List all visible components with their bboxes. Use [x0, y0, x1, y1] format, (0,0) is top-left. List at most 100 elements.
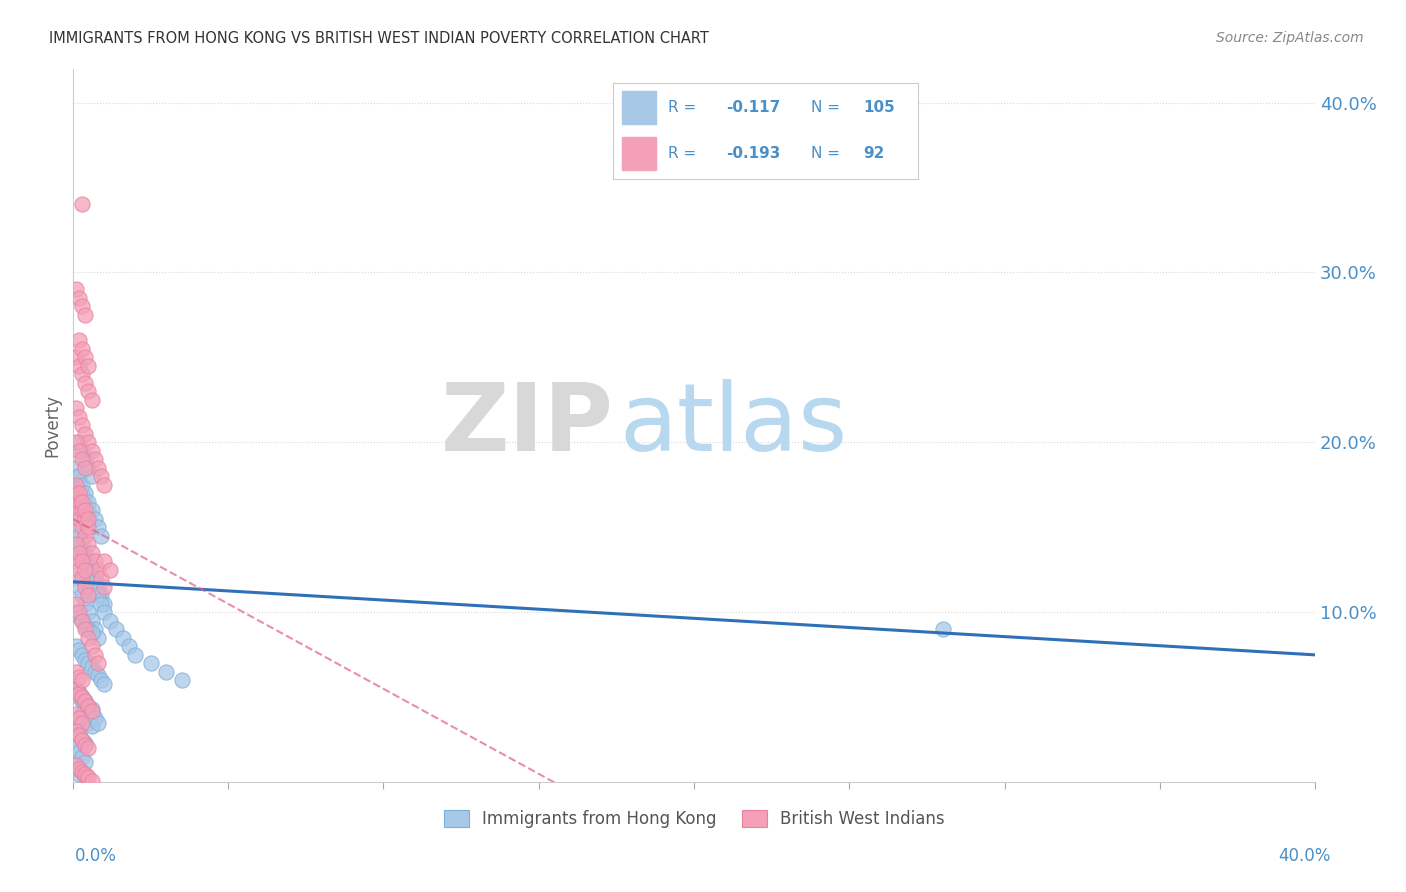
Point	[70, 571, 93, 585]
Point	[77, 563, 100, 577]
Point	[65, 401, 87, 416]
Point	[87, 461, 110, 475]
Point	[67, 444, 90, 458]
Point	[75, 486, 97, 500]
Point	[65, 762, 87, 776]
Point	[67, 711, 90, 725]
Point	[67, 495, 90, 509]
Point	[93, 554, 115, 568]
Point	[87, 715, 110, 730]
Point	[105, 623, 128, 637]
Point	[70, 495, 93, 509]
Text: Source: ZipAtlas.com: Source: ZipAtlas.com	[1216, 31, 1364, 45]
Point	[80, 704, 103, 718]
Point	[65, 469, 87, 483]
Point	[65, 741, 87, 756]
Point	[70, 520, 93, 534]
Point	[65, 597, 87, 611]
Point	[65, 724, 87, 739]
Point	[77, 537, 100, 551]
Point	[77, 503, 100, 517]
Point	[80, 625, 103, 640]
Point	[77, 512, 100, 526]
Point	[70, 478, 93, 492]
Point	[83, 452, 105, 467]
Point	[77, 359, 100, 373]
Point	[67, 728, 90, 742]
Point	[65, 478, 87, 492]
Point	[80, 563, 103, 577]
Point	[67, 745, 90, 759]
Point	[80, 640, 103, 654]
Point	[93, 597, 115, 611]
Point	[75, 698, 97, 713]
Point	[77, 715, 100, 730]
Point	[67, 767, 90, 781]
Point	[77, 631, 100, 645]
Point	[67, 529, 90, 543]
Point	[87, 520, 110, 534]
Point	[87, 563, 110, 577]
Point	[65, 724, 87, 739]
Point	[70, 452, 93, 467]
Point	[77, 554, 100, 568]
Point	[87, 668, 110, 682]
Point	[77, 704, 100, 718]
Point	[75, 512, 97, 526]
Y-axis label: Poverty: Poverty	[44, 394, 60, 457]
Point	[75, 308, 97, 322]
Point	[70, 546, 93, 560]
Point	[83, 711, 105, 725]
Point	[65, 554, 87, 568]
Point	[67, 580, 90, 594]
Point	[70, 503, 93, 517]
Point	[124, 648, 146, 662]
Point	[65, 478, 87, 492]
Point	[75, 376, 97, 390]
Point	[67, 512, 90, 526]
Point	[70, 503, 93, 517]
Point	[75, 768, 97, 782]
Point	[77, 435, 100, 450]
Point	[67, 486, 90, 500]
Point	[65, 461, 87, 475]
Point	[83, 623, 105, 637]
Point	[67, 469, 90, 483]
Point	[65, 283, 87, 297]
Point	[70, 715, 93, 730]
Point	[67, 495, 90, 509]
Point	[90, 673, 112, 688]
Point	[87, 580, 110, 594]
Point	[70, 749, 93, 764]
Point	[70, 732, 93, 747]
Point	[67, 546, 90, 560]
Point	[75, 694, 97, 708]
Point	[75, 619, 97, 633]
Point	[80, 444, 103, 458]
Point	[67, 685, 90, 699]
Point	[70, 690, 93, 705]
Point	[87, 657, 110, 671]
Point	[70, 342, 93, 356]
Point	[67, 762, 90, 776]
Point	[65, 351, 87, 365]
Point	[65, 537, 87, 551]
Point	[80, 702, 103, 716]
Point	[75, 694, 97, 708]
Point	[65, 681, 87, 696]
Point	[65, 606, 87, 620]
Point	[83, 512, 105, 526]
Point	[77, 588, 100, 602]
Point	[90, 571, 112, 585]
Point	[75, 563, 97, 577]
Point	[77, 520, 100, 534]
Point	[77, 461, 100, 475]
Point	[70, 690, 93, 705]
Point	[77, 623, 100, 637]
Point	[90, 588, 112, 602]
Point	[67, 606, 90, 620]
Point	[77, 698, 100, 713]
Point	[70, 368, 93, 382]
Point	[67, 334, 90, 348]
Point	[70, 495, 93, 509]
